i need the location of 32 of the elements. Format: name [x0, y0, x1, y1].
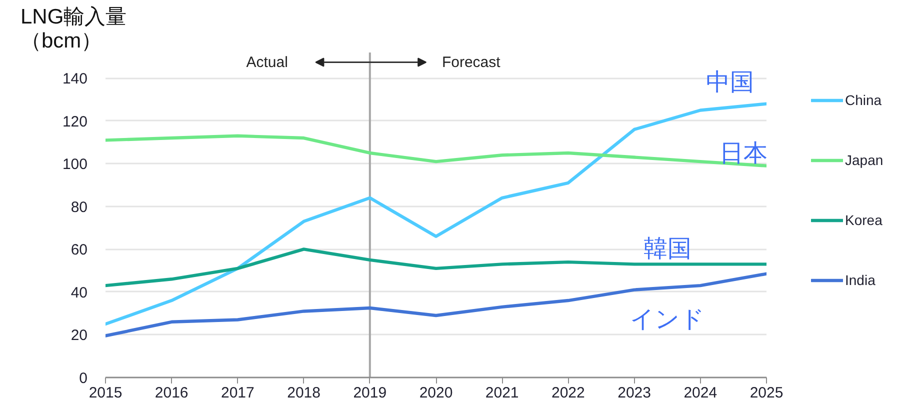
- x-tick-label: 2021: [485, 384, 519, 402]
- line-series: [106, 134, 766, 168]
- y-tick-label: 120: [62, 113, 88, 130]
- x-tick-label: 2016: [154, 384, 188, 402]
- y-tick-label: 0: [79, 370, 88, 387]
- annotation: Forecast: [442, 54, 502, 71]
- x-tick-label: 2019: [353, 384, 387, 402]
- x-tick-label: 2017: [221, 384, 254, 402]
- x-tick-label: 2022: [552, 384, 585, 402]
- annotation: 韓国: [643, 236, 692, 263]
- legend-label: Korea: [845, 212, 882, 228]
- x-tick-label: 2023: [618, 384, 651, 402]
- x-tick-label: 2018: [287, 384, 320, 402]
- y-tick-label: 80: [70, 198, 88, 216]
- annotation: Actual: [246, 54, 288, 71]
- annotation: 日本: [719, 140, 768, 167]
- annotation: インド: [630, 306, 705, 334]
- x-tick-label: 2025: [750, 384, 784, 402]
- y-tick-label: 60: [70, 242, 88, 259]
- legend-label: Japan: [845, 152, 884, 168]
- line-series: [106, 272, 766, 338]
- y-tick-label: 100: [62, 156, 88, 174]
- y-tick-label: 20: [70, 327, 88, 344]
- legend-label: India: [845, 272, 876, 288]
- y-tick-label: 140: [62, 70, 88, 88]
- x-tick-label: 2015: [88, 384, 122, 402]
- x-tick-label: 2024: [684, 384, 718, 402]
- y-axis-title: LNG輸入量（bcm）: [20, 5, 127, 52]
- annotation: 中国: [706, 68, 754, 96]
- x-tick-label: 2020: [419, 384, 453, 402]
- y-tick-label: 40: [70, 284, 88, 302]
- legend-label: China: [845, 92, 882, 108]
